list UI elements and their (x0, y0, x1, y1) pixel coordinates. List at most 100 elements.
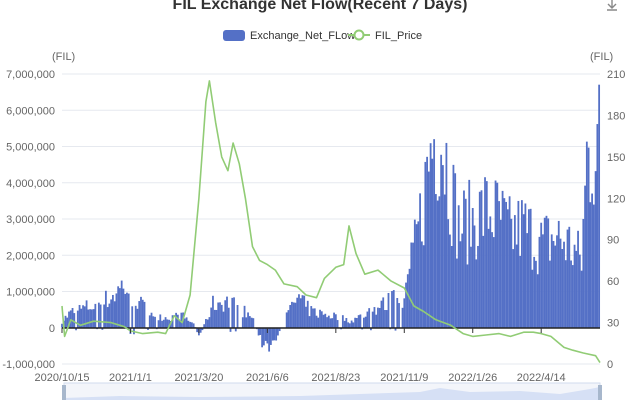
net-flow-bar (201, 327, 204, 331)
net-flow-bar (370, 327, 372, 331)
net-flow-bar (224, 300, 227, 328)
left-tick-label: 6,000,000 (6, 105, 55, 117)
net-flow-bar (554, 245, 557, 328)
net-flow-bar (166, 319, 169, 328)
net-flow-bar (164, 317, 167, 328)
net-flow-bar (436, 200, 439, 328)
net-flow-bar (220, 304, 223, 328)
net-flow-bar (382, 297, 385, 328)
x-tick-label: 2021/3/20 (174, 372, 223, 384)
net-flow-bar (103, 304, 106, 328)
right-tick-label: 0 (607, 359, 613, 371)
data-zoom-handle-right[interactable] (598, 385, 602, 400)
net-flow-bar (578, 254, 581, 328)
download-icon[interactable] (607, 0, 617, 11)
net-flow-bar (459, 241, 462, 328)
net-flow-bar (524, 203, 527, 328)
net-flow-bar (268, 327, 271, 352)
net-flow-bar (152, 316, 155, 328)
net-flow-bar (513, 215, 516, 328)
net-flow-bar (552, 240, 555, 328)
net-flow-bar (355, 317, 358, 328)
net-flow-bar (357, 315, 360, 328)
x-tick-label: 2021/1/1 (109, 372, 152, 384)
net-flow-bar (477, 245, 479, 328)
net-flow-bar (535, 260, 537, 328)
net-flow-bar (557, 220, 560, 328)
net-flow-bar (87, 309, 90, 328)
left-tick-label: 1,000,000 (6, 287, 55, 299)
net-flow-bar (329, 318, 332, 328)
net-flow-bar (115, 293, 118, 328)
net-flow-bar (289, 305, 292, 328)
net-flow-bar (378, 308, 381, 328)
net-flow-bar (533, 256, 536, 328)
x-axis: 2020/10/15 2021/1/1 2021/3/20 2021/6/6 2021/… (34, 328, 566, 384)
net-flow-bar (326, 317, 328, 328)
net-flow-bar (450, 246, 453, 328)
net-flow-bar (387, 292, 390, 328)
net-flow-bar (594, 171, 597, 328)
net-flow-bar (333, 312, 335, 328)
net-flow-bar (89, 309, 91, 328)
left-tick-label: 3,000,000 (6, 214, 55, 226)
net-flow-bar (250, 317, 253, 328)
net-flow-bar (291, 301, 293, 328)
net-flow-bar (243, 305, 246, 328)
data-zoom-handle-left[interactable] (62, 385, 66, 400)
net-flow-bar (275, 327, 278, 341)
net-flow-bar (496, 182, 499, 328)
x-tick-label: 2022/1/26 (448, 372, 497, 384)
net-flow-bar (529, 208, 532, 328)
net-flow-bar (85, 300, 88, 328)
net-flow-bar (217, 302, 220, 328)
net-flow-bar (415, 224, 418, 328)
net-flow-bar (406, 274, 409, 328)
net-flow-bar (134, 305, 137, 328)
net-flow-bar (271, 327, 274, 341)
net-flow-bar (512, 249, 515, 328)
net-flow-bar (559, 238, 562, 328)
net-flow-bar (190, 322, 193, 328)
net-flow-bar (306, 300, 309, 328)
net-flow-bar (401, 307, 404, 328)
net-flow-bar (405, 282, 407, 328)
net-flow-bar (150, 312, 153, 328)
net-flow-bar (589, 202, 592, 328)
net-flow-bar (315, 315, 318, 328)
net-flow-bar (461, 233, 464, 328)
net-flow-bar (99, 304, 102, 328)
net-flow-bar (185, 317, 188, 328)
net-flow-bar (494, 180, 497, 328)
net-flow-bar (269, 327, 272, 345)
net-flow-bar (413, 219, 416, 328)
net-flow-bar (148, 315, 151, 328)
net-flow-bar (231, 297, 234, 328)
data-zoom-slider[interactable] (62, 382, 602, 400)
net-flow-bar (75, 327, 77, 331)
net-flow-bar (64, 315, 67, 328)
net-flow-bar (341, 315, 344, 328)
right-tick-label: 150 (607, 152, 625, 164)
net-flow-bar (233, 297, 235, 328)
net-flow-bar (536, 274, 539, 328)
net-flow-bar (540, 222, 543, 328)
net-flow-bar (368, 308, 371, 328)
net-flow-bar (438, 196, 441, 328)
net-flow-bar (526, 233, 529, 328)
net-flow-bar (327, 315, 330, 328)
net-flow-bar (424, 161, 427, 328)
net-flow-bar (80, 308, 83, 328)
net-flow-bar (308, 316, 311, 328)
legend[interactable]: Exchange_Net_FLow FIL_Price (223, 29, 422, 42)
net-flow-bar (452, 164, 455, 328)
net-flow-bar (229, 327, 232, 332)
net-flow-bar (210, 307, 213, 328)
net-flow-bar (126, 292, 128, 328)
net-flow-bar (568, 226, 571, 328)
net-flow-bar (478, 191, 481, 328)
net-flow-bar (187, 320, 190, 328)
net-flow-bar (531, 269, 534, 328)
left-tick-label: 4,000,000 (6, 178, 55, 190)
net-flow-bar (303, 295, 306, 328)
